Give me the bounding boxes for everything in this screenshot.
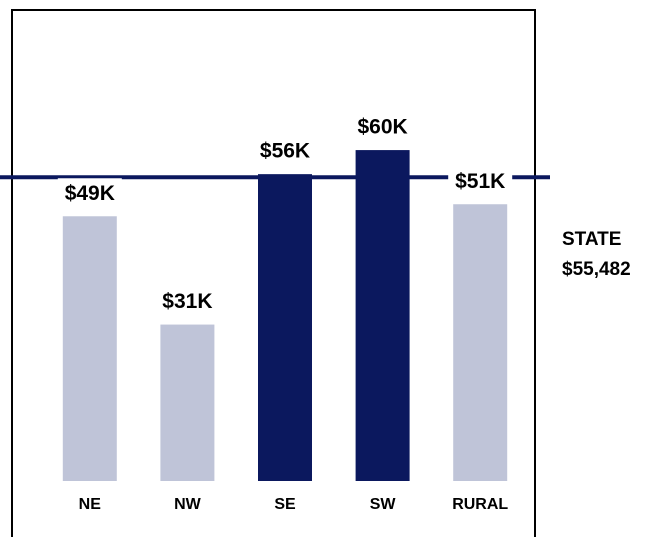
x-tick-label: SW: [370, 496, 397, 513]
x-tick-label: NE: [79, 496, 102, 513]
x-tick-label: RURAL: [452, 496, 508, 513]
reference-label: STATE: [562, 229, 621, 250]
frame: [11, 9, 536, 537]
bar: [62, 216, 117, 481]
reference-value: $55,482: [562, 259, 631, 280]
x-tick-label: SE: [274, 496, 296, 513]
value-label: $56K: [260, 140, 310, 163]
bar: [258, 174, 312, 481]
value-label: $60K: [357, 116, 407, 139]
value-label: $51K: [455, 170, 505, 193]
bar: [453, 204, 508, 481]
label-background: [350, 112, 415, 143]
bar: [355, 150, 410, 482]
label-background: [448, 166, 513, 197]
value-label: $49K: [65, 182, 115, 205]
label-background: [155, 286, 220, 317]
x-tick-label: NW: [174, 496, 202, 513]
value-label: $31K: [162, 290, 212, 313]
bar: [160, 324, 215, 481]
label-background: [253, 136, 317, 167]
label-background: [57, 178, 122, 209]
